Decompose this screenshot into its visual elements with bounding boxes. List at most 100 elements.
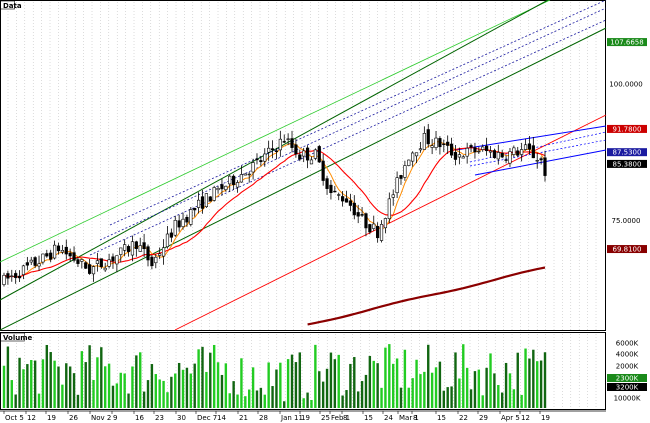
candle-body: [123, 244, 127, 251]
candle-body: [154, 256, 158, 264]
volume-bar: [263, 394, 266, 408]
candle-body: [352, 202, 356, 216]
candle-body: [309, 159, 314, 165]
time-tick-label: Oct 5: [5, 414, 24, 422]
volume-bar: [139, 352, 142, 408]
candle-body: [99, 258, 103, 267]
volume-bar: [255, 390, 259, 408]
volume-bar: [469, 389, 473, 408]
candle-body: [488, 150, 493, 153]
volume-bar: [286, 359, 290, 408]
candle-body: [103, 267, 107, 271]
volume-bar: [446, 387, 449, 408]
volume-tick-label: 2000K: [616, 363, 639, 371]
time-tick-label: 26: [69, 414, 78, 422]
candle-body: [453, 152, 458, 160]
time-tick-label: Nov 2: [91, 414, 111, 422]
volume-bar: [539, 360, 543, 408]
volume-bar: [92, 379, 95, 408]
candle-body: [224, 185, 228, 190]
volume-bar: [388, 344, 391, 408]
candle-body: [438, 138, 442, 148]
volume-bar: [65, 363, 68, 408]
volume-bar: [103, 366, 107, 408]
volume-bar: [146, 380, 150, 408]
candle-body: [535, 160, 539, 162]
volume-bar: [364, 374, 368, 408]
candle-body: [17, 275, 22, 279]
price-panel-title: Data: [3, 2, 22, 10]
candle-body: [49, 252, 53, 260]
volume-bar: [33, 360, 37, 408]
candle-body: [119, 247, 123, 255]
candle-body: [500, 152, 504, 158]
candle-body: [527, 143, 532, 150]
volume-bar: [392, 363, 395, 408]
candle-body: [449, 143, 454, 156]
candle-body: [146, 246, 150, 261]
volume-tick-label: 6000K: [616, 340, 639, 348]
candle-body: [457, 154, 461, 158]
candle-body: [387, 198, 391, 219]
volume-marker-label: 3200K: [616, 384, 639, 392]
volume-bar: [193, 363, 196, 408]
candle-body: [337, 194, 341, 196]
volume-bar: [302, 398, 305, 408]
candle-body: [60, 250, 64, 253]
candle-body: [150, 256, 154, 267]
volume-bar: [318, 371, 321, 408]
volume-bar: [177, 362, 181, 408]
volume-panel-title: Volume: [3, 334, 33, 342]
volume-marker-label: 2300K: [616, 375, 639, 383]
candle-body: [348, 200, 352, 206]
ma-slow-line: [3, 147, 546, 278]
volume-bar: [96, 357, 99, 408]
candle-body: [72, 252, 76, 261]
volume-bar: [26, 364, 29, 408]
candle-body: [29, 259, 33, 263]
candle-body: [200, 196, 205, 209]
candle-body: [496, 152, 500, 160]
price-marker-label: 91.7800: [613, 125, 642, 133]
volume-bar: [434, 367, 438, 408]
volume-bar: [181, 369, 185, 408]
candle-body: [481, 146, 485, 150]
volume-bar: [407, 387, 410, 408]
candle-body: [243, 173, 247, 176]
volume-bar: [325, 368, 329, 408]
volume-tick-label: 10000K: [614, 395, 641, 403]
candle-body: [379, 224, 384, 241]
price-marker-box: [607, 124, 647, 133]
volume-bar: [532, 349, 535, 408]
candle-body: [395, 177, 399, 194]
candle-body: [181, 218, 185, 227]
candle-body: [193, 208, 197, 211]
candle-body: [473, 147, 477, 153]
volume-bar: [2, 365, 6, 408]
candle-body: [531, 145, 535, 159]
candle-body: [212, 187, 216, 201]
time-tick-label: 23: [155, 414, 164, 422]
candle-body: [232, 175, 236, 185]
candle-body: [45, 253, 49, 257]
candle-body: [107, 259, 111, 267]
candle-body: [414, 152, 419, 157]
volume-bar: [228, 393, 231, 408]
volume-marker-box: [607, 374, 647, 382]
volume-bar: [212, 344, 216, 408]
candle-body: [91, 266, 96, 275]
volume-bar: [185, 367, 189, 408]
candle-body: [282, 141, 286, 143]
candle-body: [383, 218, 388, 229]
time-tick-label: 16: [135, 414, 144, 422]
time-tick-label: 25: [321, 414, 330, 422]
price-tick-label: 100.0000: [609, 81, 642, 89]
candle-body: [189, 209, 193, 225]
volume-bar: [174, 373, 177, 408]
volume-bar: [158, 379, 161, 408]
candle-body: [492, 150, 497, 158]
channel-mid-1: [109, 0, 607, 226]
volume-bar: [353, 357, 356, 408]
volume-bar: [68, 366, 72, 408]
candle-body: [76, 259, 80, 264]
